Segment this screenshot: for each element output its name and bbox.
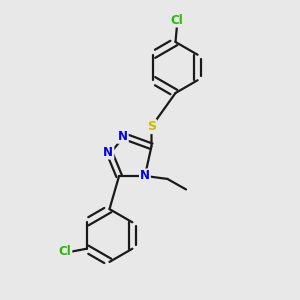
Text: Cl: Cl: [171, 14, 183, 27]
Text: N: N: [103, 146, 113, 159]
Text: Cl: Cl: [59, 245, 71, 258]
Text: N: N: [118, 130, 128, 143]
Text: N: N: [140, 169, 150, 182]
Text: S: S: [147, 120, 156, 133]
